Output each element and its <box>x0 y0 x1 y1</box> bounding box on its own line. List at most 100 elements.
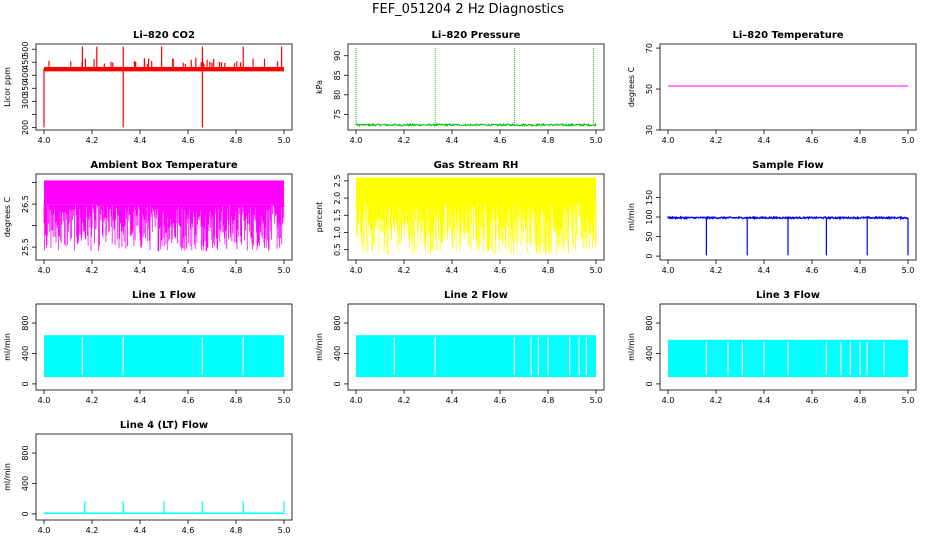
chart-panel-2: Li–820 Pressure kPa 75 80 85 90 4.0 4.2 4.4 4.6 4.… <box>315 30 605 145</box>
x-tick-label: 4.6 <box>494 266 507 275</box>
chart-panel-5: Gas Stream RH percent 0.5 1.0 1.5 2.0 2.5 4.0 4.… <box>315 160 605 275</box>
x-tick-label: 4.4 <box>446 266 459 275</box>
data-band <box>356 335 596 378</box>
x-tick-label: 4.8 <box>542 136 555 145</box>
y-tick-label: 85 <box>333 70 342 80</box>
data-line <box>355 201 597 255</box>
y-tick-label: 1.5 <box>333 209 342 222</box>
x-tick-label: 5.0 <box>590 136 603 145</box>
data-series <box>356 335 596 378</box>
plot-frame <box>35 43 293 131</box>
y-tick-label: 0.5 <box>333 243 342 256</box>
y-axis-label: kPa <box>315 80 324 94</box>
x-tick-label: 4.8 <box>854 266 867 275</box>
chart-panel-8: Line 2 Flow ml/min 0 400 800 4.0 4.2 4.4 4.6 4.8 5… <box>315 290 605 405</box>
y-axis-label: degrees C <box>627 66 636 107</box>
y-tick-label: 500 <box>21 42 30 57</box>
x-tick-label: 4.6 <box>182 266 195 275</box>
x-tick-label: 4.8 <box>230 266 243 275</box>
y-tick-label: 800 <box>21 445 30 460</box>
x-tick-label: 5.0 <box>278 396 291 405</box>
y-tick-label: 800 <box>21 315 30 330</box>
x-tick-label: 4.0 <box>350 396 363 405</box>
x-tick-label: 5.0 <box>590 396 603 405</box>
y-tick-label: 400 <box>645 346 654 361</box>
x-tick-label: 4.0 <box>662 136 675 145</box>
x-tick-label: 4.2 <box>710 266 723 275</box>
plot-frame <box>659 303 917 391</box>
chart-panel-10: Line 4 (LT) Flow ml/min 0 400 800 4.0 4.2 4.4 4.… <box>3 420 293 535</box>
chart-title: Ambient Box Temperature <box>90 160 237 171</box>
y-axis-label: ml/min <box>627 333 636 361</box>
y-tick-label: 30 <box>645 125 654 135</box>
x-tick-label: 4.6 <box>806 136 819 145</box>
x-tick-label: 4.0 <box>350 136 363 145</box>
x-tick-label: 4.8 <box>230 396 243 405</box>
data-band <box>44 335 284 378</box>
y-tick-label: 26.5 <box>21 195 30 213</box>
y-tick-label: 1.0 <box>333 226 342 239</box>
x-tick-label: 4.0 <box>38 136 51 145</box>
y-tick-label: 90 <box>333 51 342 61</box>
x-tick-label: 4.0 <box>662 266 675 275</box>
chart-title: Gas Stream RH <box>434 160 519 171</box>
plot-frame <box>659 43 917 131</box>
chart-title: Li–820 CO2 <box>133 30 195 41</box>
data-series <box>44 500 285 515</box>
chart-title: Li–820 Pressure <box>432 30 521 41</box>
x-tick-label: 4.6 <box>806 396 819 405</box>
y-axis-label: degrees C <box>3 196 12 237</box>
y-tick-label: 300 <box>21 94 30 109</box>
plot-frame <box>347 43 605 131</box>
x-tick-label: 4.8 <box>542 266 555 275</box>
chart-title: Sample Flow <box>752 160 824 171</box>
x-tick-label: 4.6 <box>494 136 507 145</box>
y-tick-label: 200 <box>21 120 30 135</box>
x-tick-label: 4.0 <box>38 526 51 535</box>
y-tick-label: 50 <box>645 231 654 241</box>
data-band <box>44 66 284 72</box>
x-tick-label: 5.0 <box>902 266 915 275</box>
x-tick-label: 5.0 <box>278 526 291 535</box>
plot-frame <box>347 173 605 261</box>
y-axis-label: Licor ppm <box>3 67 12 107</box>
y-tick-label: 2.0 <box>333 192 342 205</box>
chart-panel-6: Sample Flow ml/min 0 50 100 150 4.0 4.2 4.4 4.6 4.… <box>627 160 917 275</box>
plot-frame <box>347 303 605 391</box>
x-tick-label: 4.4 <box>758 396 771 405</box>
y-tick-label: 75 <box>333 109 342 119</box>
y-tick-label: 800 <box>333 315 342 330</box>
y-tick-label: 0 <box>333 381 342 386</box>
x-tick-label: 4.4 <box>758 266 771 275</box>
y-axis-label: ml/min <box>315 333 324 361</box>
y-axis-label: ml/min <box>3 463 12 491</box>
data-band <box>44 180 284 205</box>
chart-title: Line 4 (LT) Flow <box>120 420 208 431</box>
x-tick-label: 4.8 <box>230 526 243 535</box>
y-tick-label: 0 <box>645 254 654 259</box>
x-tick-label: 4.8 <box>854 396 867 405</box>
y-tick-label: 80 <box>333 90 342 100</box>
x-tick-label: 5.0 <box>590 266 603 275</box>
x-tick-label: 4.6 <box>182 396 195 405</box>
x-tick-label: 4.0 <box>350 266 363 275</box>
y-tick-label: 400 <box>21 476 30 491</box>
data-line <box>43 46 283 128</box>
chart-panel-3: Li–820 Temperature degrees C 30 50 70 4.0 4.2 4… <box>627 30 917 145</box>
chart-title: Line 1 Flow <box>132 290 196 301</box>
chart-panel-9: Line 3 Flow ml/min 0 400 800 4.0 4.2 4.4 4.6 4.8 5… <box>627 290 917 405</box>
x-tick-label: 4.2 <box>86 136 99 145</box>
plot-frame <box>35 433 293 521</box>
x-tick-label: 4.6 <box>182 136 195 145</box>
y-tick-label: 450 <box>21 55 30 70</box>
x-tick-label: 4.0 <box>662 396 675 405</box>
chart-panel-7: Line 1 Flow ml/min 0 400 800 4.0 4.2 4.4 4.6 4.8 5… <box>3 290 293 405</box>
x-tick-label: 4.2 <box>86 266 99 275</box>
y-tick-label: 0 <box>645 381 654 386</box>
x-tick-label: 5.0 <box>278 266 291 275</box>
plot-frame <box>35 173 293 261</box>
data-series <box>43 180 285 252</box>
x-tick-label: 4.6 <box>182 526 195 535</box>
